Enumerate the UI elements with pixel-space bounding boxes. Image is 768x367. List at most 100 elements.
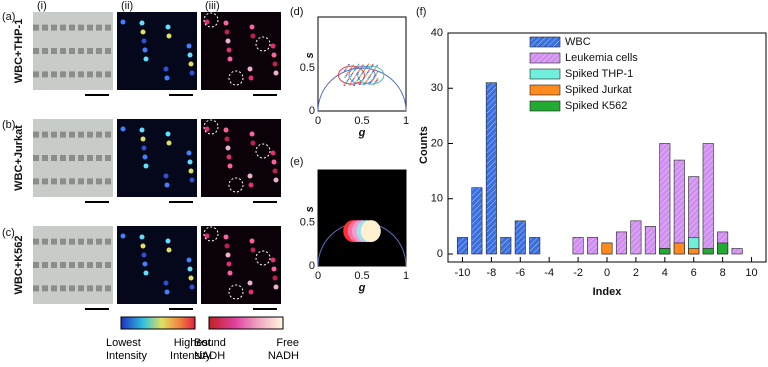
phasor-point bbox=[375, 66, 378, 68]
x-tick-label: 0 bbox=[315, 270, 321, 282]
phasor-point bbox=[344, 76, 346, 79]
phasor-point bbox=[362, 70, 365, 73]
cell bbox=[272, 61, 278, 67]
phasor-point bbox=[367, 70, 370, 72]
legend-label: Spiked Jurkat bbox=[565, 84, 632, 96]
cell bbox=[165, 131, 171, 137]
cell bbox=[188, 61, 194, 67]
phasor-point bbox=[358, 70, 360, 72]
cell bbox=[186, 257, 192, 263]
legend-swatch bbox=[529, 36, 561, 48]
y-tick-label: 10 bbox=[431, 193, 443, 205]
cell bbox=[187, 266, 193, 272]
phasor-point bbox=[349, 75, 352, 78]
phasor-point bbox=[366, 71, 369, 74]
cell bbox=[186, 150, 192, 156]
phasor-point bbox=[369, 81, 372, 84]
y-axis-label: s bbox=[304, 206, 316, 212]
phasor-point bbox=[344, 68, 347, 70]
phasor-point bbox=[352, 79, 354, 81]
cell bbox=[139, 234, 145, 240]
phasor-point bbox=[349, 83, 351, 86]
phasor-point bbox=[354, 76, 356, 78]
cell bbox=[224, 136, 230, 142]
phasor-point bbox=[377, 77, 379, 80]
cell bbox=[186, 43, 192, 49]
colorbar-label: Lowest Intensity bbox=[106, 337, 147, 362]
phasor-point bbox=[372, 64, 374, 66]
phasor-point bbox=[363, 76, 366, 78]
phasor-point bbox=[368, 68, 371, 71]
cell bbox=[224, 29, 230, 35]
cell bbox=[226, 154, 232, 160]
bar bbox=[702, 143, 714, 255]
cell bbox=[223, 234, 229, 240]
bar bbox=[702, 248, 714, 255]
x-tick-label: 1 bbox=[403, 115, 409, 127]
phasor-point bbox=[353, 84, 356, 86]
flim-image bbox=[201, 12, 281, 90]
cell bbox=[272, 275, 278, 281]
cell bbox=[204, 233, 210, 239]
phasor-point bbox=[376, 79, 378, 82]
phasor-point bbox=[375, 80, 377, 83]
phasor-point bbox=[356, 79, 359, 82]
cell bbox=[120, 126, 126, 132]
bar bbox=[471, 187, 483, 255]
cell bbox=[248, 75, 254, 81]
phasor-point bbox=[364, 74, 367, 77]
phasor-point bbox=[374, 82, 376, 85]
highlight bbox=[203, 226, 219, 242]
x-tick-label: 0 bbox=[604, 267, 610, 279]
phasor-point bbox=[347, 71, 349, 74]
cell bbox=[189, 70, 195, 76]
phasor-point bbox=[348, 63, 350, 66]
bar bbox=[659, 248, 671, 255]
bar bbox=[587, 237, 599, 255]
x-tick-label: -4 bbox=[544, 267, 554, 279]
phasor-point bbox=[373, 69, 375, 71]
phasor-point bbox=[368, 76, 370, 79]
phasor-point bbox=[373, 75, 376, 78]
cell bbox=[247, 173, 253, 179]
panel-label: (b) bbox=[2, 119, 15, 131]
phasor-point bbox=[352, 71, 355, 73]
legend-swatch bbox=[529, 52, 561, 64]
phasor-point bbox=[376, 64, 379, 67]
row-label: WBC+K562 bbox=[13, 236, 25, 295]
x-tick-label: 0 bbox=[315, 115, 321, 127]
phasor-point bbox=[371, 72, 373, 74]
cell bbox=[141, 252, 147, 258]
highlight bbox=[228, 177, 244, 193]
panel-label: (f) bbox=[416, 6, 426, 18]
x-axis-label: g bbox=[358, 127, 366, 139]
phasor-point bbox=[356, 73, 358, 75]
cell bbox=[187, 52, 193, 58]
x-tick-label: 6 bbox=[691, 267, 697, 279]
bar bbox=[572, 237, 584, 255]
colorbar-label: Highest Intensity bbox=[170, 337, 211, 362]
cell bbox=[164, 289, 170, 295]
flim-image bbox=[201, 119, 281, 197]
plot-area bbox=[317, 169, 407, 267]
phasor-point bbox=[360, 80, 363, 83]
cell bbox=[188, 168, 194, 174]
phasor-point bbox=[366, 64, 369, 67]
highlight bbox=[255, 143, 271, 159]
cell bbox=[189, 284, 195, 290]
phasor-point bbox=[344, 83, 347, 85]
bar bbox=[731, 248, 743, 255]
colorbar bbox=[208, 316, 284, 330]
phasor-point bbox=[375, 72, 378, 75]
cell bbox=[143, 163, 149, 169]
cell bbox=[140, 136, 146, 142]
cell bbox=[166, 247, 172, 253]
cell bbox=[225, 252, 231, 258]
phasor-point bbox=[353, 77, 355, 80]
legend-label: Spiked K562 bbox=[565, 100, 627, 112]
phasor-point bbox=[360, 73, 363, 76]
cell bbox=[224, 243, 230, 249]
intensity-image bbox=[117, 119, 197, 197]
phasor-cloud bbox=[337, 65, 365, 85]
